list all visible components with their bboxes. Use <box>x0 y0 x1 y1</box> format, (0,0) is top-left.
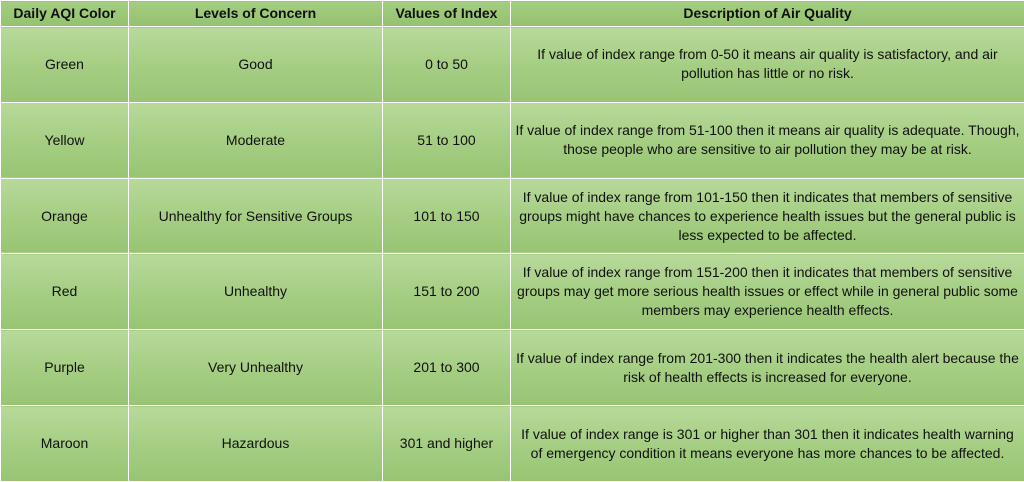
aqi-color-cell: Green <box>0 26 129 103</box>
description-cell: If value of index range is 301 or higher… <box>510 405 1024 482</box>
concern-cell: Unhealthy <box>128 253 383 331</box>
concern-cell: Very Unhealthy <box>128 329 383 407</box>
table-row: Red Unhealthy 151 to 200 If value of ind… <box>0 253 1024 331</box>
header-row: Daily AQI Color Levels of Concern Values… <box>0 0 1024 27</box>
header-aqi-color: Daily AQI Color <box>0 0 129 27</box>
table-row: Purple Very Unhealthy 201 to 300 If valu… <box>0 329 1024 407</box>
header-values-of-index: Values of Index <box>382 0 511 27</box>
aqi-color-cell: Yellow <box>0 101 129 179</box>
description-cell: If value of index range from 151-200 the… <box>510 253 1024 331</box>
description-cell: If value of index range from 0-50 it mea… <box>510 26 1024 103</box>
concern-cell: Unhealthy for Sensitive Groups <box>128 177 383 255</box>
header-description: Description of Air Quality <box>510 0 1024 27</box>
index-cell: 301 and higher <box>382 405 511 482</box>
aqi-color-cell: Purple <box>0 329 129 407</box>
table-row: Maroon Hazardous 301 and higher If value… <box>0 405 1024 482</box>
aqi-color-cell: Red <box>0 253 129 331</box>
description-cell: If value of index range from 51-100 then… <box>510 101 1024 179</box>
index-cell: 0 to 50 <box>382 26 511 103</box>
table-row: Yellow Moderate 51 to 100 If value of in… <box>0 101 1024 179</box>
index-cell: 101 to 150 <box>382 177 511 255</box>
header-levels-of-concern: Levels of Concern <box>128 0 383 27</box>
table-header: Daily AQI Color Levels of Concern Values… <box>0 0 1024 27</box>
aqi-color-cell: Maroon <box>0 405 129 482</box>
concern-cell: Moderate <box>128 101 383 179</box>
index-cell: 201 to 300 <box>382 329 511 407</box>
aqi-color-cell: Orange <box>0 177 129 255</box>
table-body: Green Good 0 to 50 If value of index ran… <box>0 26 1024 482</box>
table-row: Orange Unhealthy for Sensitive Groups 10… <box>0 177 1024 255</box>
index-cell: 151 to 200 <box>382 253 511 331</box>
description-cell: If value of index range from 201-300 the… <box>510 329 1024 407</box>
description-cell: If value of index range from 101-150 the… <box>510 177 1024 255</box>
index-cell: 51 to 100 <box>382 101 511 179</box>
table-row: Green Good 0 to 50 If value of index ran… <box>0 26 1024 103</box>
concern-cell: Hazardous <box>128 405 383 482</box>
concern-cell: Good <box>128 26 383 103</box>
